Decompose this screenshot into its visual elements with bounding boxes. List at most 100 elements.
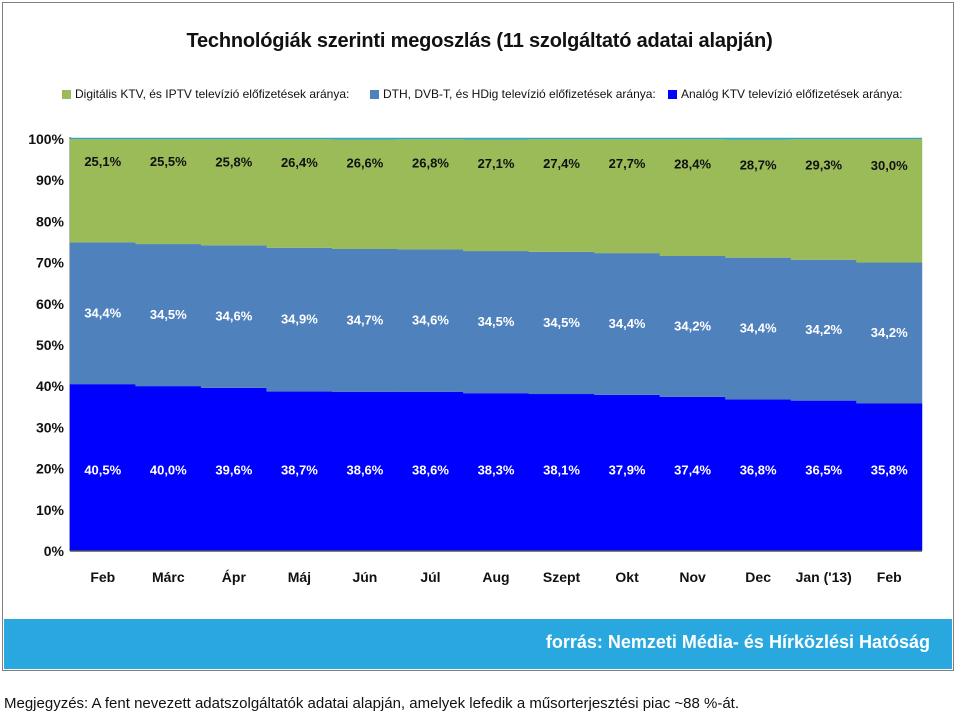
data-label: 37,9% [609, 463, 646, 478]
data-label: 38,6% [346, 463, 383, 478]
legend-label-analog: Analóg KTV televízió előfizetések aránya… [681, 87, 903, 101]
y-tick-label: 30% [36, 419, 65, 435]
data-label: 27,4% [543, 156, 580, 171]
data-label: 38,7% [281, 463, 318, 478]
data-label: 25,8% [215, 154, 252, 169]
x-tick-label: Jún [352, 569, 377, 585]
legend-swatch-digital [62, 89, 71, 99]
data-label: 27,7% [609, 156, 646, 171]
bar-segment [135, 139, 202, 245]
bar-segment [725, 399, 792, 551]
x-tick-label: Máj [288, 569, 311, 585]
y-tick-label: 70% [36, 255, 65, 271]
legend-swatch-dth [370, 89, 379, 99]
source-banner: forrás: Nemzeti Média- és Hírközlési Hat… [4, 619, 952, 669]
bar-segment [856, 403, 923, 551]
data-label: 27,1% [478, 156, 515, 171]
data-label: 34,9% [281, 312, 318, 327]
data-label: 25,5% [150, 154, 187, 169]
bar-segment [463, 251, 529, 394]
data-label: 38,1% [543, 463, 580, 478]
data-label: 40,0% [150, 463, 187, 478]
stacked-bar-chart: 0% 10% 20% 30% 40% 50% 60% 70% 80% 90% 100% 40,5% 34… [28, 131, 923, 585]
x-tick-label: Nov [679, 569, 706, 585]
y-tick-label: 60% [36, 296, 65, 312]
y-tick-label: 50% [36, 337, 65, 353]
bar-segment [266, 139, 333, 248]
chart-title: Technológiák szerinti megoszlás (11 szol… [186, 30, 773, 52]
bar-segment [659, 396, 726, 551]
data-label: 38,6% [412, 463, 449, 478]
data-label: 26,8% [412, 155, 449, 170]
bar-segment [135, 244, 202, 387]
legend-swatch-analog [668, 89, 677, 99]
data-label: 29,3% [805, 158, 842, 173]
x-tick-label: Feb [877, 569, 902, 585]
x-tick-label: Feb [90, 569, 115, 585]
x-tick-label: Júl [420, 569, 440, 585]
data-label: 25,1% [84, 154, 121, 169]
bar-segment [659, 256, 726, 397]
bar-segment [200, 387, 267, 551]
data-label: 34,2% [871, 325, 908, 340]
bar-segment [594, 139, 661, 254]
data-label: 37,4% [674, 463, 711, 478]
data-label: 34,2% [805, 322, 842, 337]
data-label: 39,6% [215, 463, 252, 478]
legend-item-digital: Digitális KTV, és IPTV televízió előfize… [62, 86, 349, 102]
data-label: 28,7% [740, 157, 777, 172]
bar-segment [856, 139, 923, 263]
bar-segment [266, 247, 333, 392]
data-label: 34,4% [609, 316, 646, 331]
bar-segment [528, 251, 595, 395]
bar-segment [200, 245, 267, 388]
data-label: 34,2% [674, 318, 711, 333]
data-label: 30,0% [871, 158, 908, 173]
bar-segment [790, 259, 857, 401]
x-tick-label: Okt [615, 569, 639, 585]
x-tick-label: Dec [745, 569, 771, 585]
y-tick-label: 80% [36, 213, 65, 229]
data-label: 36,5% [805, 463, 842, 478]
data-label: 34,4% [740, 321, 777, 336]
bar-segment [463, 139, 529, 252]
y-tick-label: 0% [44, 543, 65, 559]
data-label: 34,5% [543, 315, 580, 330]
bar-segment [331, 249, 398, 392]
legend-item-analog: Analóg KTV televízió előfizetések aránya… [668, 86, 902, 102]
x-tick-label: Szept [543, 569, 581, 585]
bar-segment [659, 139, 726, 257]
legend-label-digital: Digitális KTV, és IPTV televízió előfize… [75, 87, 350, 101]
bar-segment [397, 249, 464, 392]
data-label: 34,4% [84, 305, 121, 320]
x-tick-label: Jan ('13) [796, 569, 852, 585]
bar-segment [463, 393, 529, 551]
bar-segment [331, 391, 398, 551]
bar-segment [135, 386, 202, 551]
y-tick-label: 100% [28, 131, 64, 147]
data-label: 34,7% [346, 312, 383, 327]
bar-segment [397, 139, 464, 250]
bar-segment [790, 400, 857, 551]
data-label: 35,8% [871, 463, 908, 478]
bar-segment [69, 242, 136, 385]
data-label: 36,8% [740, 463, 777, 478]
y-tick-label: 20% [36, 461, 65, 477]
legend-label-dth: DTH, DVB-T, és HDig televízió előfizetés… [383, 87, 656, 101]
data-label: 34,5% [150, 307, 187, 322]
bar-segment [594, 394, 661, 551]
source-text: forrás: Nemzeti Média- és Hírközlési Hat… [545, 632, 930, 652]
bar-segment [856, 262, 923, 404]
bar-segment [331, 139, 398, 250]
data-label: 34,5% [478, 314, 515, 329]
bar-segment [725, 257, 792, 400]
data-label: 40,5% [84, 463, 121, 478]
data-label: 26,4% [281, 155, 318, 170]
x-tick-label: Ápr [222, 569, 247, 585]
x-tick-label: Aug [482, 569, 509, 585]
bar-segment [397, 391, 464, 551]
data-label: 26,6% [346, 156, 383, 171]
bar-segment [790, 139, 857, 260]
footnote: Megjegyzés: A fent nevezett adatszolgált… [4, 695, 739, 712]
bar-segment [200, 139, 267, 246]
